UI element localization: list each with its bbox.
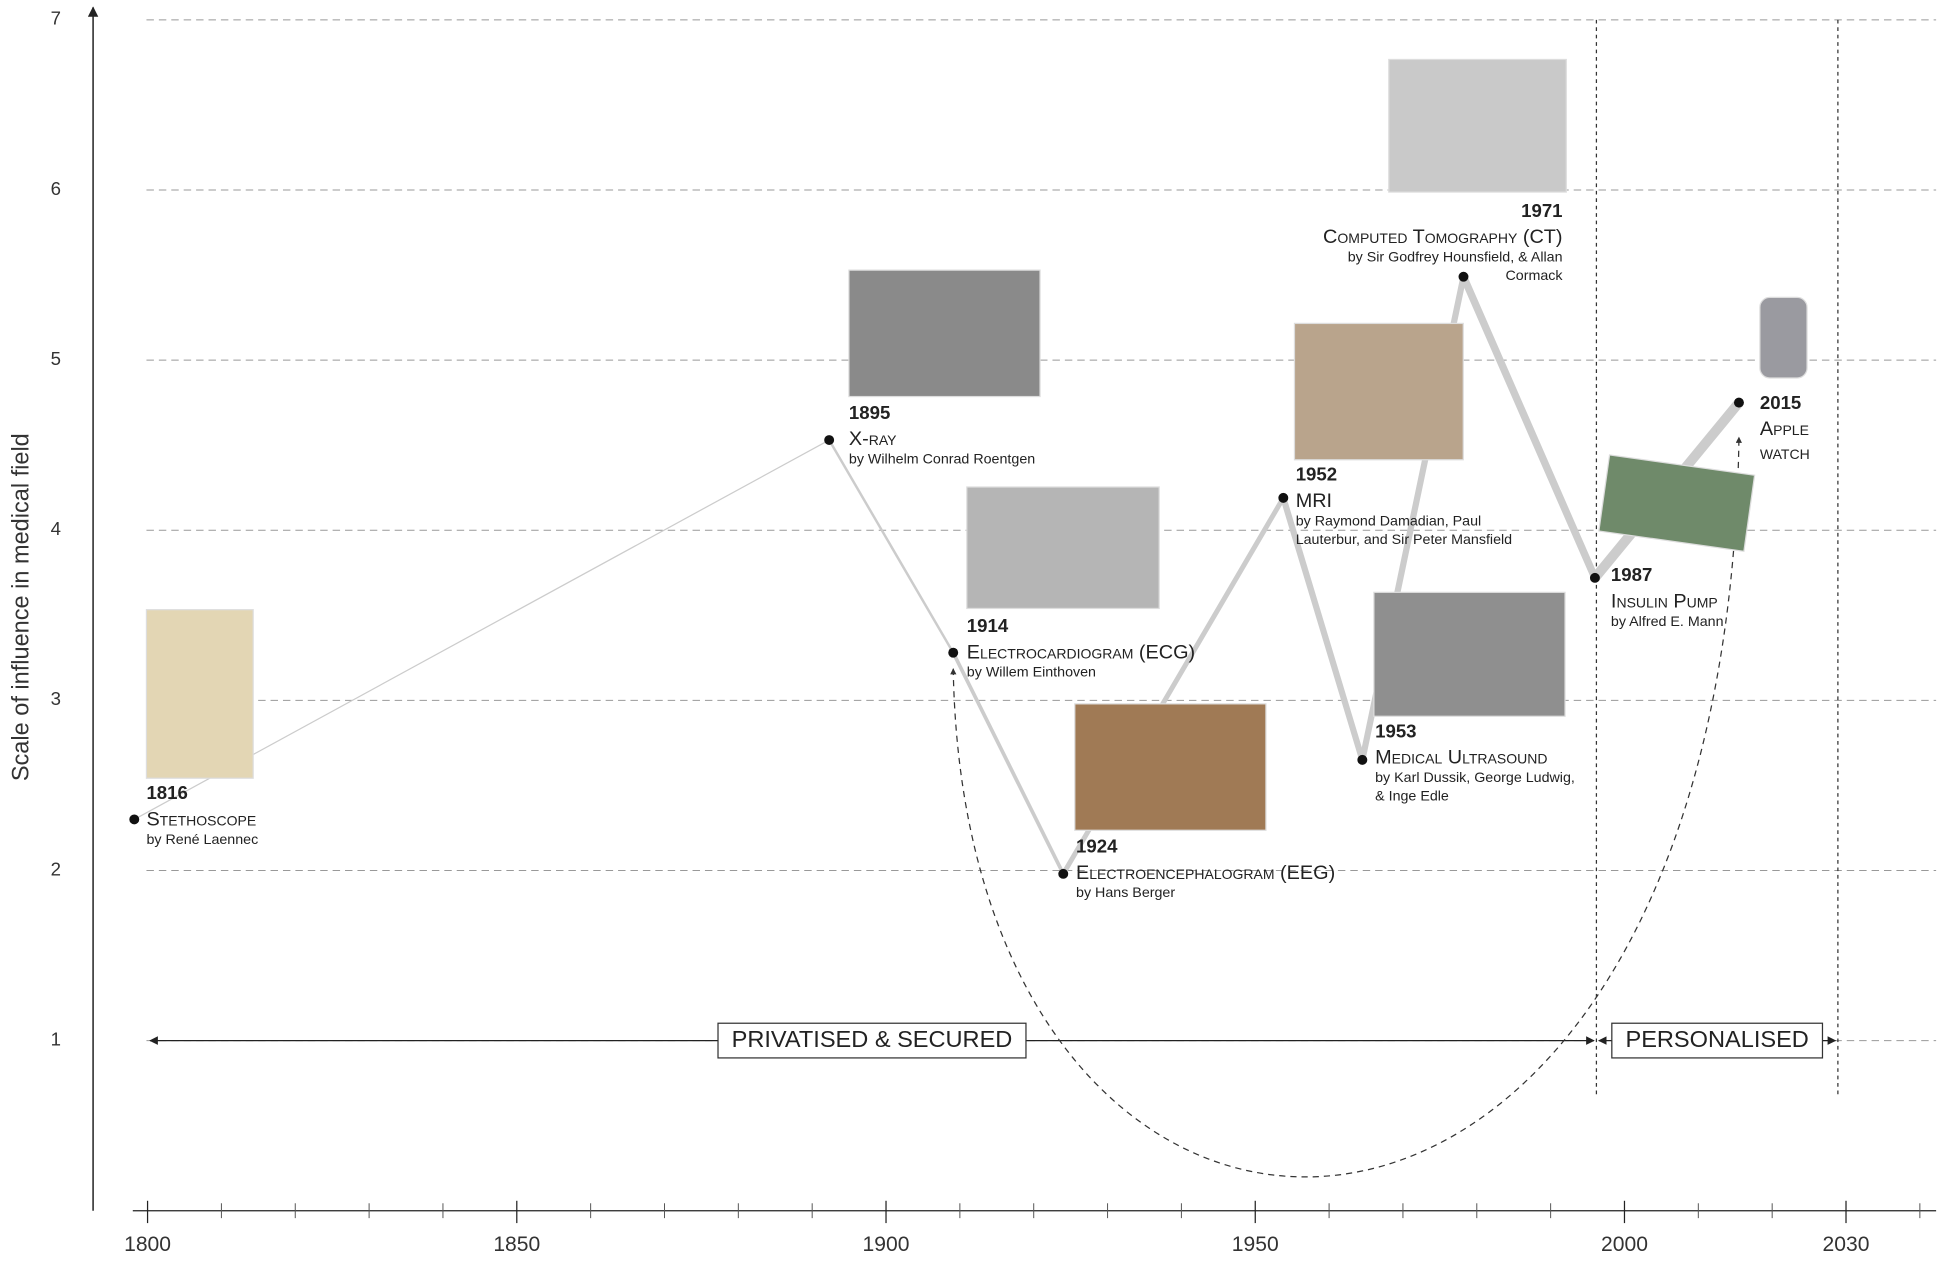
y-tick-label: 3 (51, 688, 61, 709)
event-image (1293, 322, 1464, 461)
event-by: by Alfred E. Mann (1611, 614, 1724, 630)
event-name: Electrocardiogram (ECG) (967, 641, 1195, 663)
event-year: 1914 (967, 615, 1009, 636)
event-name: watch (1760, 442, 1810, 464)
event-name: Insulin Pump (1611, 590, 1718, 612)
event-name: MRI (1296, 490, 1332, 512)
period-label: PERSONALISED (1625, 1026, 1808, 1052)
event-name: Apple (1760, 418, 1809, 440)
trend-segment (827, 438, 955, 654)
event-image (848, 269, 1041, 398)
event-image (1074, 703, 1267, 831)
event-year: 1953 (1375, 720, 1416, 741)
event-image (1373, 591, 1566, 717)
event-by: Lauterbur, and Sir Peter Mansfield (1296, 532, 1512, 548)
event-by: by Raymond Damadian, Paul (1296, 513, 1482, 529)
trend-segment (951, 650, 1066, 876)
event-year: 1952 (1296, 464, 1337, 485)
x-tick-label: 2000 (1601, 1233, 1648, 1256)
event-by: & Inge Edle (1375, 789, 1449, 805)
point (824, 435, 835, 445)
x-tick-label: 1900 (863, 1233, 910, 1256)
event-year: 1987 (1611, 564, 1652, 585)
period-label: PRIVATISED & SECURED (732, 1026, 1013, 1052)
point (1589, 572, 1600, 583)
period-box (1611, 1022, 1824, 1059)
event-year: 1971 (1521, 200, 1562, 221)
y-tick-label: 6 (51, 178, 61, 199)
event-year: 1895 (849, 402, 890, 423)
event-by: by René Laennec (146, 832, 258, 848)
event-year: 1816 (146, 782, 187, 803)
trend-segment (1459, 272, 1599, 582)
event-name: Medical Ultrasound (1375, 747, 1547, 769)
y-tick-label: 1 (51, 1028, 61, 1049)
y-tick-label: 2 (51, 858, 61, 879)
y-tick-label: 5 (51, 348, 61, 369)
connection-arc (950, 436, 1742, 1178)
y-tick-label: 7 (51, 8, 61, 29)
event-by: by Wilhelm Conrad Roentgen (849, 452, 1035, 468)
event-by: by Sir Godfrey Hounsfield, & Allan (1348, 250, 1563, 266)
period-box (717, 1022, 1027, 1059)
event-image (1759, 296, 1808, 379)
y-axis-label: Scale of influence in medical field (8, 433, 34, 781)
event-name: Electroencephalogram (EEG) (1076, 862, 1335, 884)
event-year: 1924 (1076, 836, 1118, 857)
event-name: Computed Tomography (CT) (1323, 226, 1562, 248)
event-by: by Karl Dussik, George Ludwig, (1375, 770, 1575, 786)
point (1733, 397, 1744, 408)
point (1058, 868, 1069, 879)
point (1278, 492, 1289, 503)
y-tick-label: 4 (51, 518, 61, 539)
x-tick-label: 2030 (1823, 1233, 1870, 1256)
point (1357, 754, 1368, 765)
event-by: by Hans Berger (1076, 885, 1175, 901)
event-by: by Willem Einthoven (967, 665, 1096, 681)
event-image (966, 486, 1160, 610)
x-tick-label: 1850 (493, 1233, 540, 1256)
point (129, 814, 140, 825)
trend-segment (1280, 494, 1366, 763)
event-name: X-ray (849, 428, 897, 450)
point (1458, 271, 1469, 282)
event-image (1598, 454, 1756, 553)
event-by: Cormack (1505, 268, 1563, 284)
event-name: Stethoscope (146, 809, 256, 831)
event-year: 2015 (1760, 392, 1801, 413)
x-tick-label: 1800 (124, 1233, 171, 1256)
x-tick-label: 1950 (1232, 1233, 1279, 1256)
event-image (145, 609, 254, 779)
point (948, 647, 959, 658)
event-image (1388, 58, 1567, 193)
plot: Scale of influence in medical field 1 2 3 4… (8, 6, 1937, 1256)
